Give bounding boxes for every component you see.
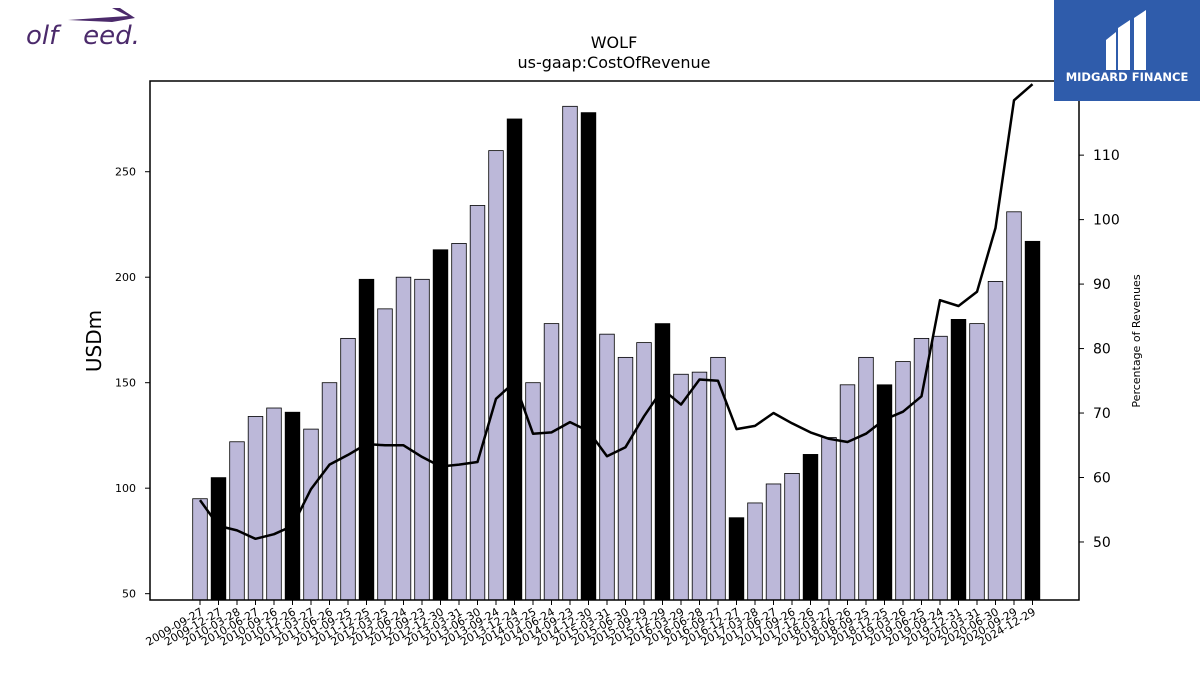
- bar: [691, 371, 708, 601]
- chart-title: WOLF: [591, 33, 638, 52]
- bar: [210, 477, 227, 601]
- chart-subtitle: us-gaap:CostOfRevenue: [517, 53, 710, 72]
- bar: [469, 205, 486, 601]
- bar: [451, 243, 467, 601]
- bar: [192, 498, 208, 601]
- bar: [913, 337, 930, 601]
- bar: [303, 428, 319, 601]
- bar: [987, 281, 1004, 601]
- bar: [229, 441, 245, 601]
- plot-frame: [149, 80, 1080, 601]
- bar: [414, 278, 430, 601]
- y-tick-label: 100: [115, 482, 136, 495]
- bar: [395, 276, 412, 601]
- bar: [932, 335, 948, 601]
- bar: [247, 416, 264, 601]
- y-tick-label: 200: [115, 271, 136, 284]
- bar: [321, 382, 338, 601]
- percentage-line: [198, 83, 1034, 541]
- bar: [488, 150, 504, 601]
- bar: [1006, 211, 1022, 601]
- bar: [543, 323, 560, 601]
- x-axis-ticks: 2009-09-272009-12-272010-03-282010-06-27…: [144, 600, 1038, 649]
- midgard-logo-icon: MIDGARD FINANCE: [1066, 10, 1189, 84]
- bar: [266, 407, 282, 601]
- bar: [562, 105, 578, 601]
- bar: [969, 323, 985, 601]
- midgard-logo-text: MIDGARD FINANCE: [1066, 70, 1189, 84]
- bar: [599, 333, 615, 601]
- bar: [821, 437, 837, 601]
- bar: [673, 373, 689, 601]
- bar: [802, 454, 819, 601]
- y-axis-ticks: 50 100 150 200 250: [115, 166, 150, 601]
- bar: [784, 473, 800, 601]
- bar: [765, 483, 782, 601]
- logo-text: olf eed.: [26, 21, 140, 51]
- y-tick-label: 50: [122, 588, 136, 601]
- y2-tick-label: 80: [1093, 342, 1111, 358]
- bar: [377, 308, 393, 601]
- y2-tick-label: 100: [1093, 213, 1120, 229]
- bar: [858, 356, 874, 601]
- bar: [432, 249, 449, 601]
- y2-tick-label: 60: [1093, 471, 1111, 487]
- bar: [617, 356, 634, 601]
- bar: [950, 319, 967, 601]
- midgard-finance-logo: MIDGARD FINANCE: [1054, 0, 1200, 101]
- y2-tick-label: 110: [1093, 148, 1120, 164]
- bar: [284, 411, 301, 601]
- bar: [839, 384, 856, 601]
- bar: [580, 112, 597, 601]
- y2-axis-label: Percentage of Revenues: [1130, 274, 1143, 407]
- y2-tick-label: 70: [1093, 406, 1111, 422]
- y-tick-label: 250: [115, 166, 136, 179]
- bar: [1024, 240, 1041, 601]
- bar: [358, 278, 375, 601]
- bar-group: [192, 105, 1041, 601]
- y-tick-label: 150: [115, 377, 136, 390]
- y2-axis-ticks: 50 60 70 80 90 100 110: [1079, 148, 1120, 551]
- y2-tick-label: 90: [1093, 277, 1111, 293]
- bar: [506, 118, 523, 601]
- y-axis-label: USDm: [82, 310, 106, 372]
- bar: [895, 361, 911, 601]
- bar: [654, 323, 671, 601]
- bar: [636, 342, 652, 601]
- bar: [728, 517, 745, 601]
- bar: [747, 502, 763, 601]
- bar: [525, 382, 541, 601]
- y2-tick-label: 50: [1093, 535, 1111, 551]
- logo-swoosh-icon: [68, 8, 135, 22]
- bar: [340, 337, 356, 601]
- wolfspeed-logo: olf eed.: [26, 8, 140, 51]
